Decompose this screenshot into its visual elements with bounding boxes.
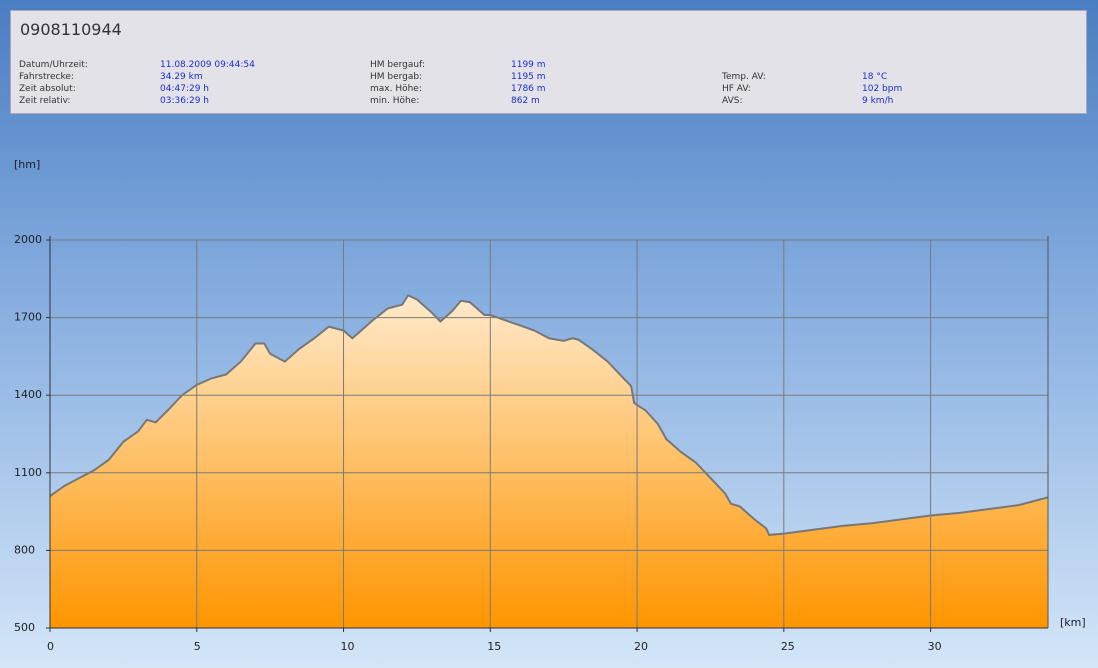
stat-value: 34.29 km bbox=[160, 72, 203, 82]
x-tick-label: 10 bbox=[341, 640, 355, 653]
stat-label: Datum/Uhrzeit: bbox=[19, 60, 88, 70]
y-tick-label: 500 bbox=[14, 621, 35, 634]
y-tick-label: 1400 bbox=[14, 388, 42, 401]
stat-label: AVS: bbox=[722, 96, 743, 106]
stat-value: 11.08.2009 09:44:54 bbox=[160, 60, 255, 70]
stat-label: Zeit relativ: bbox=[19, 96, 71, 106]
stat-value: 1199 m bbox=[511, 60, 546, 70]
stat-value: 18 °C bbox=[862, 72, 888, 82]
stat-label: max. Höhe: bbox=[370, 84, 422, 94]
info-panel: 0908110944 Datum/Uhrzeit: 11.08.2009 09:4… bbox=[10, 10, 1087, 114]
stat-value: 102 bpm bbox=[862, 84, 903, 94]
stat-value: 1786 m bbox=[511, 84, 546, 94]
area-line bbox=[49, 294, 1049, 536]
stat-value: 04:47:29 h bbox=[160, 84, 209, 94]
stat-label: Fahrstrecke: bbox=[19, 72, 74, 82]
y-tick-label: 800 bbox=[14, 543, 35, 556]
stat-label: Temp. AV: bbox=[722, 72, 766, 82]
stat-value: 1195 m bbox=[511, 72, 546, 82]
y-tick-label: 2000 bbox=[14, 233, 42, 246]
stat-label: min. Höhe: bbox=[370, 96, 420, 106]
x-tick-label: 25 bbox=[781, 640, 795, 653]
x-tick-label: 15 bbox=[487, 640, 501, 653]
x-axis-label: [km] bbox=[1060, 616, 1086, 629]
x-tick-label: 30 bbox=[928, 640, 942, 653]
track-title: 0908110944 bbox=[20, 20, 122, 39]
y-tick-label: 1100 bbox=[14, 466, 42, 479]
area-fill bbox=[50, 295, 1048, 628]
y-axis-label: [hm] bbox=[14, 158, 40, 171]
stat-label: HM bergab: bbox=[370, 72, 423, 82]
y-tick-label: 1700 bbox=[14, 311, 42, 324]
x-tick-label: 20 bbox=[634, 640, 648, 653]
stat-value: 03:36:29 h bbox=[160, 96, 209, 106]
stat-label: HM bergauf: bbox=[370, 60, 425, 70]
stat-value: 862 m bbox=[511, 96, 540, 106]
stat-label: HF AV: bbox=[722, 84, 751, 94]
x-tick-label: 0 bbox=[47, 640, 54, 653]
stat-value: 9 km/h bbox=[862, 96, 894, 106]
stat-label: Zeit absolut: bbox=[19, 84, 76, 94]
x-tick-label: 5 bbox=[194, 640, 201, 653]
